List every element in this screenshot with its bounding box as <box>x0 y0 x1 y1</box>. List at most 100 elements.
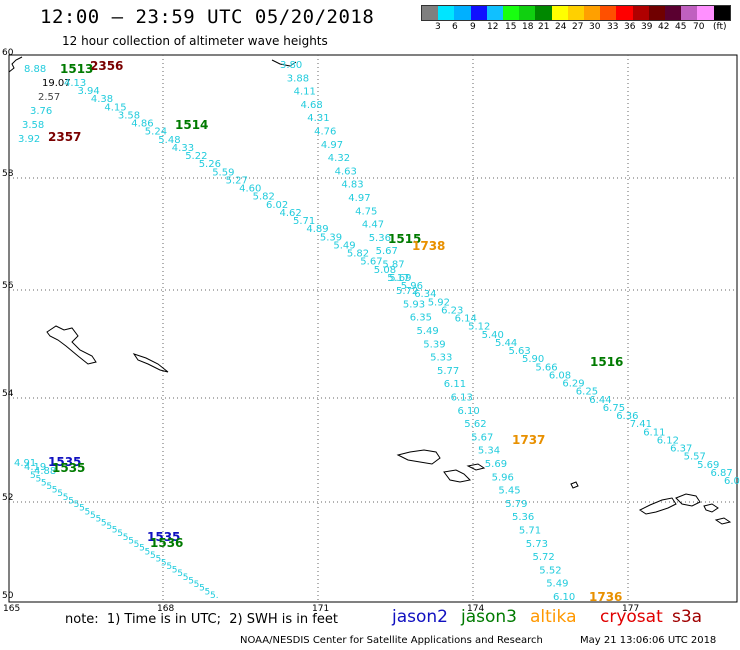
wave-height-value: 5.69 <box>485 459 507 470</box>
wave-height-value: 5.79 <box>505 499 527 510</box>
pass-time-labels: 2356151315142357151517381516173715351535… <box>48 59 623 604</box>
wave-height-value: 5.22 <box>185 151 207 162</box>
island-top-mid <box>271 59 297 67</box>
wave-height-value: 4.38 <box>91 94 113 105</box>
wave-height-value: 5.40 <box>482 330 504 341</box>
wave-height-tick: 5. <box>41 478 50 488</box>
wave-height-value: 6.10 <box>458 406 480 417</box>
pass-time-label: 1536 <box>150 536 183 550</box>
wave-height-value: 6.11 <box>444 379 466 390</box>
wave-height-value: 3.58 <box>118 111 140 122</box>
longitude-ticks: 165 168 171 174 177 <box>3 604 639 614</box>
color-scale-legend <box>421 5 731 21</box>
wave-height-tick: 5. <box>145 547 154 557</box>
lat-tick-label: 50 <box>2 591 14 601</box>
legend-swatch <box>519 6 536 20</box>
wave-height-value: 6.11 <box>643 427 665 438</box>
legend-label: 6 <box>452 22 458 32</box>
legend-label: 70 <box>693 22 705 32</box>
wave-height-tick: 5. <box>90 511 99 521</box>
wave-height-tick: 5. <box>30 471 39 481</box>
legend-cryosat: cryosat <box>600 607 663 627</box>
wave-height-value: 5.71 <box>519 526 541 537</box>
wave-height-value: 5.72 <box>533 552 555 563</box>
wave-height-tick: 5. <box>166 562 175 572</box>
wave-height-value: 6.35 <box>410 313 432 324</box>
wave-height-value: 5.26 <box>199 159 221 170</box>
wave-height-value: 3.88 <box>287 73 309 84</box>
wave-height-tick: 5. <box>123 533 132 543</box>
pass-time-label: 2357 <box>48 130 81 144</box>
wave-height-value: 5.36 <box>369 233 391 244</box>
lat-lon-grid <box>9 55 737 602</box>
wave-height-value: 5.17 <box>387 273 409 284</box>
pass-time-label: 1738 <box>412 239 445 253</box>
legend-swatch <box>535 6 552 20</box>
wave-height-value: 4.86 <box>131 119 153 130</box>
lat-tick-label: 52 <box>2 493 13 503</box>
legend-label: 24 <box>555 22 567 32</box>
island-kodiak-left <box>46 325 97 365</box>
lat-tick-label: 54 <box>2 389 14 399</box>
lat-tick-label: 58 <box>2 169 14 179</box>
legend-swatch <box>600 6 617 20</box>
wave-height-value: 5.39 <box>320 232 342 243</box>
legend-altika: altika <box>530 607 577 627</box>
wave-height-value: 4.63 <box>335 166 357 177</box>
latitude-ticks: 60 58 56 54 52 50 <box>2 48 14 601</box>
wave-height-value: 4.88 <box>34 466 56 477</box>
wave-height-value: 6.13 <box>451 393 473 404</box>
island-mid-3 <box>466 463 486 471</box>
wave-height-value: 5.08 <box>374 265 396 276</box>
wave-height-tick: 5. <box>117 529 126 539</box>
wave-height-value: 5.96 <box>401 281 423 292</box>
wave-height-value: 5.33 <box>430 353 452 364</box>
wave-height-tick: 5. <box>52 486 61 496</box>
lon-tick-label: 168 <box>157 604 174 614</box>
pass-time-label: 1736 <box>589 590 622 604</box>
wave-height-value: 4.62 <box>280 208 302 219</box>
wave-height-value: 3.58 <box>22 120 44 131</box>
wave-height-value: 5.66 <box>535 362 557 373</box>
color-scale-labels: 3 6 9 12 15 18 21 24 27 30 33 36 39 42 45 70 (ft) <box>421 22 740 34</box>
wave-height-value: 4.68 <box>301 100 323 111</box>
wave-height-value: 5.77 <box>437 366 459 377</box>
wave-height-tick: 5. <box>36 475 45 485</box>
legend-label: 15 <box>505 22 517 32</box>
island-right-2 <box>675 493 701 507</box>
legend-swatch <box>438 6 455 20</box>
wave-height-value: 5.93 <box>403 299 425 310</box>
wave-height-value: 4.83 <box>341 180 363 191</box>
legend-swatch <box>454 6 471 20</box>
wave-height-value: 6.37 <box>670 444 692 455</box>
wave-height-value: 7.41 <box>630 419 652 430</box>
legend-label: 33 <box>607 22 619 32</box>
wave-height-value: 4.19 <box>24 462 46 473</box>
wave-height-tick: 5. <box>134 540 143 550</box>
pass-time-label: 1535 <box>52 461 85 475</box>
legend-label: 9 <box>470 22 476 32</box>
wave-height-tick: 5. <box>128 537 137 547</box>
lon-tick-label: 177 <box>622 604 639 614</box>
wave-height-tick: 5. <box>68 497 77 507</box>
wave-height-value: 8.88 <box>24 64 46 75</box>
legend-swatch <box>422 6 439 20</box>
legend-swatch <box>648 6 666 20</box>
legend-swatch <box>713 6 730 20</box>
legend-swatch <box>551 6 568 20</box>
wave-height-tick: 5. <box>205 587 214 597</box>
lat-tick-label: 60 <box>2 48 14 58</box>
wave-height-value: 3.92 <box>18 134 40 145</box>
wave-height-tick: 5. <box>161 558 170 568</box>
legend-swatch <box>486 6 504 20</box>
pass-time-label: 1515 <box>388 232 421 246</box>
credit-line: NOAA/NESDIS Center for Satellite Applica… <box>240 635 543 646</box>
wave-height-tick: 5. <box>188 577 197 587</box>
wave-height-value: 3.94 <box>78 86 100 97</box>
wave-height-tick: 5. <box>63 493 72 503</box>
wave-height-tick: 5. <box>150 551 159 561</box>
wave-height-tick: 5. <box>74 500 83 510</box>
wave-height-value: 4.13 <box>64 78 86 89</box>
